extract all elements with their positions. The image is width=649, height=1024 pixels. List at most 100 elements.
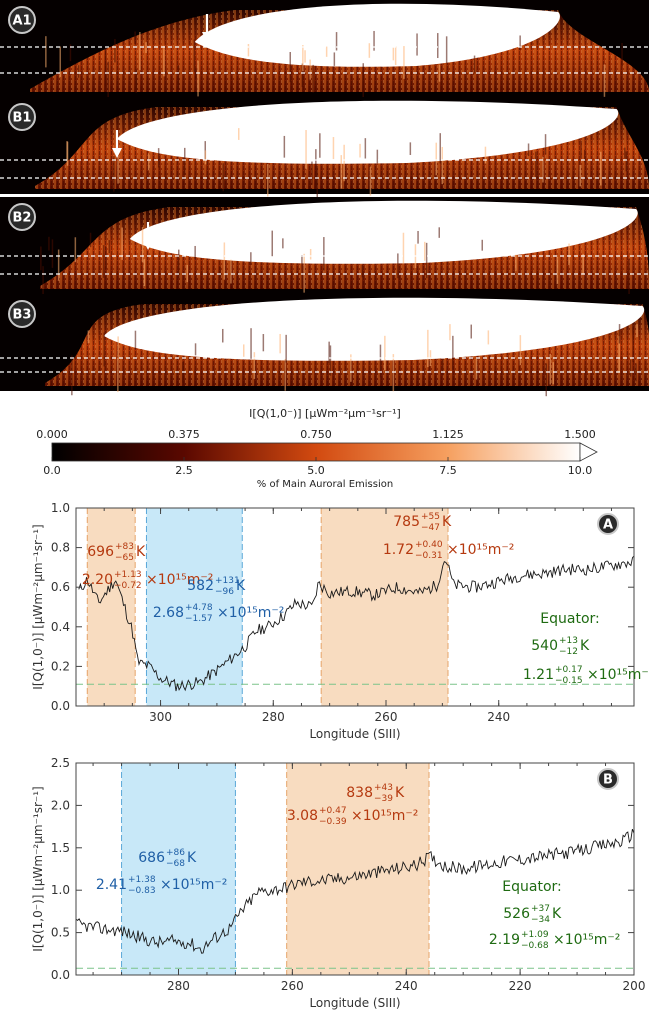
emission-streak: [439, 133, 441, 164]
emission-streak: [328, 341, 330, 363]
emission-streak: [542, 156, 544, 183]
emission-streak: [250, 252, 252, 265]
emission-streak: [424, 241, 426, 261]
density-unit: ×10¹⁵m⁻²: [217, 605, 284, 621]
chart-panel-label: B: [603, 773, 613, 788]
temperature-error-minus: −65: [115, 553, 134, 563]
emission-streak: [107, 61, 109, 99]
y-tick-label: 1.0: [51, 883, 70, 897]
emission-streak: [284, 358, 286, 391]
emission-streak: [579, 164, 581, 187]
colorbar-bottom-ticks: 0.0 2.5 5.0 7.5 10.0: [43, 457, 592, 477]
temperature-error-minus: −47: [421, 523, 440, 533]
plot-frame: [75, 762, 635, 976]
x-axis-label: Longitude (SIII): [309, 727, 400, 741]
emission-streak: [409, 142, 412, 155]
annotation-temperature: 696 +83−65 K: [87, 542, 146, 563]
annotation-column-density: 1.21 +0.17−0.15 ×10¹⁵m⁻²: [523, 665, 649, 686]
emission-streak: [250, 328, 252, 359]
emission-streak: [373, 30, 375, 51]
x-tick-label: 260: [375, 710, 398, 724]
emission-streak: [445, 36, 448, 64]
emission-streak: [134, 31, 136, 44]
emission-streak: [402, 232, 405, 264]
emission-streak: [475, 358, 478, 380]
colorbar-top-tick-label: 0.000: [36, 428, 68, 441]
density-error-minus: −0.15: [555, 676, 583, 686]
colorbar-bottom-tick-label: 5.0: [307, 464, 325, 477]
x-tick-label: 260: [281, 979, 304, 993]
emission-streak: [473, 55, 476, 74]
emission-streak: [484, 146, 487, 164]
emission-streak: [222, 163, 224, 192]
panel-label-badge: [8, 203, 36, 231]
colorbar-bottom-tick-label: 2.5: [175, 464, 193, 477]
panel-label-badge: [8, 6, 36, 34]
emission-streak: [470, 324, 472, 339]
annotation-temperature: 582 +131−96 K: [187, 576, 246, 597]
emission-streak: [69, 44, 72, 62]
emission-streak: [51, 239, 54, 268]
annotation-column-density: 3.08 +0.47−0.39 ×10¹⁵m⁻²: [287, 806, 419, 827]
emission-streak: [147, 153, 150, 171]
temperature-error-plus: +55: [421, 512, 440, 522]
density-error-plus: +0.40: [415, 540, 443, 550]
density-error-minus: −0.68: [521, 941, 549, 951]
emission-streak: [580, 140, 582, 159]
density-error-plus: +1.13: [114, 570, 142, 580]
y-tick-label: 0.4: [51, 620, 70, 634]
emission-streak: [394, 46, 397, 65]
emission-streak: [519, 35, 521, 51]
emission-streak: [271, 230, 273, 257]
emission-streak: [312, 64, 314, 93]
emission-streak: [316, 165, 318, 203]
emission-streak: [309, 59, 311, 80]
emission-streak: [309, 248, 312, 260]
emission-streak: [285, 334, 287, 363]
emission-streak: [113, 156, 115, 192]
y-tick-label: 0.8: [51, 541, 70, 555]
emission-streak: [303, 253, 305, 293]
density-error-minus: −0.72: [114, 581, 142, 591]
emission-streak: [178, 249, 180, 278]
density-unit: ×10¹⁵m⁻²: [146, 572, 213, 588]
image-panel-b3: B3: [0, 294, 649, 397]
image-panel-b2: B2: [0, 197, 649, 297]
x-tick-label: 240: [395, 979, 418, 993]
density-unit: ×10¹⁵m⁻²: [351, 808, 418, 824]
emission-streak: [311, 161, 313, 185]
emission-streak: [289, 52, 291, 83]
temperature-value: 838: [346, 785, 373, 801]
emission-streak: [282, 238, 284, 249]
emission-streak: [267, 163, 269, 197]
y-tick-label: 2.0: [51, 798, 70, 812]
emission-streak: [350, 354, 352, 382]
emission-streak: [305, 130, 307, 170]
x-tick-label: 300: [149, 710, 172, 724]
colorbar-top-tick-label: 0.375: [168, 428, 200, 441]
emission-streak: [204, 150, 207, 165]
chart-panel-badge: [597, 768, 619, 790]
emission-streak: [117, 336, 119, 360]
density-unit: ×10¹⁵m⁻²: [553, 932, 620, 948]
emission-streak: [77, 65, 80, 78]
emission-streak: [359, 143, 361, 158]
emission-streak: [114, 38, 116, 63]
emission-streak: [319, 133, 321, 158]
x-tick-label: 280: [167, 979, 190, 993]
chart-panel-label: A: [603, 518, 613, 533]
emission-streak: [325, 46, 328, 57]
main-oval-emission: [116, 100, 619, 164]
emission-streak: [59, 46, 61, 77]
emission-streak: [194, 343, 197, 356]
emission-streak: [549, 353, 551, 385]
auroral-image-panels: A1 B1 B2 B3: [0, 0, 649, 397]
y-axis-label: I[Q(1,0⁻)] [μWm⁻²μm⁻¹sr⁻¹]: [31, 786, 45, 951]
density-error-minus: −0.31: [415, 551, 443, 561]
x-tick-label: 240: [487, 710, 510, 724]
emission-streak: [304, 50, 306, 63]
emission-streak: [243, 344, 245, 357]
emission-streak: [186, 264, 188, 283]
emission-streak: [379, 344, 382, 378]
